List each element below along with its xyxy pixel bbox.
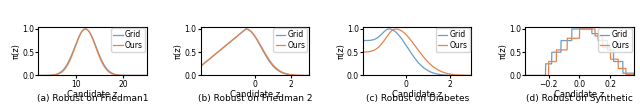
Legend: Grid, Ours: Grid, Ours	[273, 28, 307, 52]
X-axis label: Candidate z: Candidate z	[392, 90, 442, 99]
Title: (d) Robust on Synthetic: (d) Robust on Synthetic	[526, 94, 633, 103]
Grid	[445, 75, 453, 76]
Ours	[242, 28, 250, 30]
Grid	[208, 56, 216, 58]
Grid	[403, 46, 411, 47]
Grid	[282, 73, 289, 74]
Legend: Grid, Ours: Grid, Ours	[598, 28, 632, 52]
Grid	[35, 75, 42, 76]
Ours	[359, 52, 367, 53]
Grid	[359, 40, 367, 41]
Grid	[109, 73, 116, 74]
Grid	[572, 28, 579, 30]
X-axis label: Candidate z: Candidate z	[67, 90, 118, 99]
Grid	[45, 75, 53, 76]
Grid	[568, 28, 575, 30]
Legend: Grid, Ours: Grid, Ours	[111, 28, 145, 52]
Grid	[627, 72, 634, 74]
Ours	[445, 73, 453, 75]
Grid	[271, 67, 279, 69]
Ours	[109, 73, 116, 75]
Ours	[78, 31, 86, 32]
Grid	[78, 30, 86, 32]
Grid	[143, 75, 150, 76]
Title: (b) Robust on Friedman 2: (b) Robust on Friedman 2	[198, 94, 312, 103]
Line: Ours: Ours	[525, 29, 634, 75]
Grid	[434, 73, 442, 75]
Grid	[244, 29, 252, 30]
Ours	[392, 28, 399, 30]
Y-axis label: π(z): π(z)	[499, 43, 508, 59]
X-axis label: Candidate z: Candidate z	[554, 90, 605, 99]
Title: (a) Robust on Friedman1: (a) Robust on Friedman1	[36, 94, 148, 103]
Ours	[572, 38, 579, 39]
Ours	[574, 38, 582, 39]
Line: Grid: Grid	[38, 29, 147, 75]
Grid	[574, 28, 582, 30]
Grid	[81, 28, 89, 30]
Ours	[575, 28, 583, 30]
Ours	[630, 75, 637, 76]
Line: Ours: Ours	[201, 29, 309, 75]
Y-axis label: π(z): π(z)	[12, 43, 20, 59]
Line: Ours: Ours	[363, 29, 471, 75]
Grid	[241, 29, 248, 31]
Ours	[444, 73, 451, 74]
Grid	[607, 49, 614, 51]
Ours	[527, 75, 535, 76]
Grid	[467, 75, 475, 76]
Grid	[407, 52, 415, 53]
Ours	[244, 29, 252, 30]
Ours	[407, 40, 415, 41]
Ours	[208, 56, 216, 58]
Ours	[305, 75, 313, 76]
Ours	[35, 75, 42, 76]
Line: Grid: Grid	[525, 29, 634, 75]
Line: Grid: Grid	[201, 29, 309, 75]
Ours	[241, 29, 248, 31]
Grid	[305, 75, 313, 76]
Grid	[630, 75, 637, 76]
Grid	[83, 28, 90, 30]
Ours	[284, 73, 291, 75]
Grid	[242, 28, 250, 30]
Grid	[371, 39, 378, 40]
Ours	[467, 75, 475, 76]
X-axis label: Candidate z: Candidate z	[230, 90, 280, 99]
Ours	[271, 66, 279, 68]
Grid	[527, 75, 535, 76]
Grid	[627, 72, 634, 74]
Ours	[282, 73, 289, 74]
Legend: Grid, Ours: Grid, Ours	[436, 28, 470, 52]
Ours	[522, 75, 529, 76]
Grid	[522, 75, 529, 76]
Grid	[284, 74, 291, 75]
Ours	[119, 75, 127, 76]
Ours	[143, 75, 150, 76]
Grid	[385, 28, 393, 30]
Ours	[627, 74, 634, 75]
Grid	[197, 65, 205, 67]
Y-axis label: π(z): π(z)	[337, 43, 346, 59]
Ours	[121, 75, 129, 76]
Title: (c) Robust on Diabetes: (c) Robust on Diabetes	[365, 94, 468, 103]
Grid	[121, 75, 129, 76]
Grid	[119, 75, 127, 76]
Ours	[403, 35, 411, 36]
Y-axis label: π(z): π(z)	[174, 43, 183, 59]
Ours	[607, 58, 614, 60]
Line: Ours: Ours	[38, 29, 147, 75]
Ours	[45, 75, 53, 76]
Ours	[627, 74, 634, 75]
Ours	[371, 50, 378, 51]
Grid	[444, 74, 451, 76]
Line: Grid: Grid	[363, 29, 471, 75]
Ours	[197, 65, 205, 67]
Ours	[434, 69, 442, 70]
Ours	[81, 28, 89, 30]
Ours	[83, 28, 90, 30]
